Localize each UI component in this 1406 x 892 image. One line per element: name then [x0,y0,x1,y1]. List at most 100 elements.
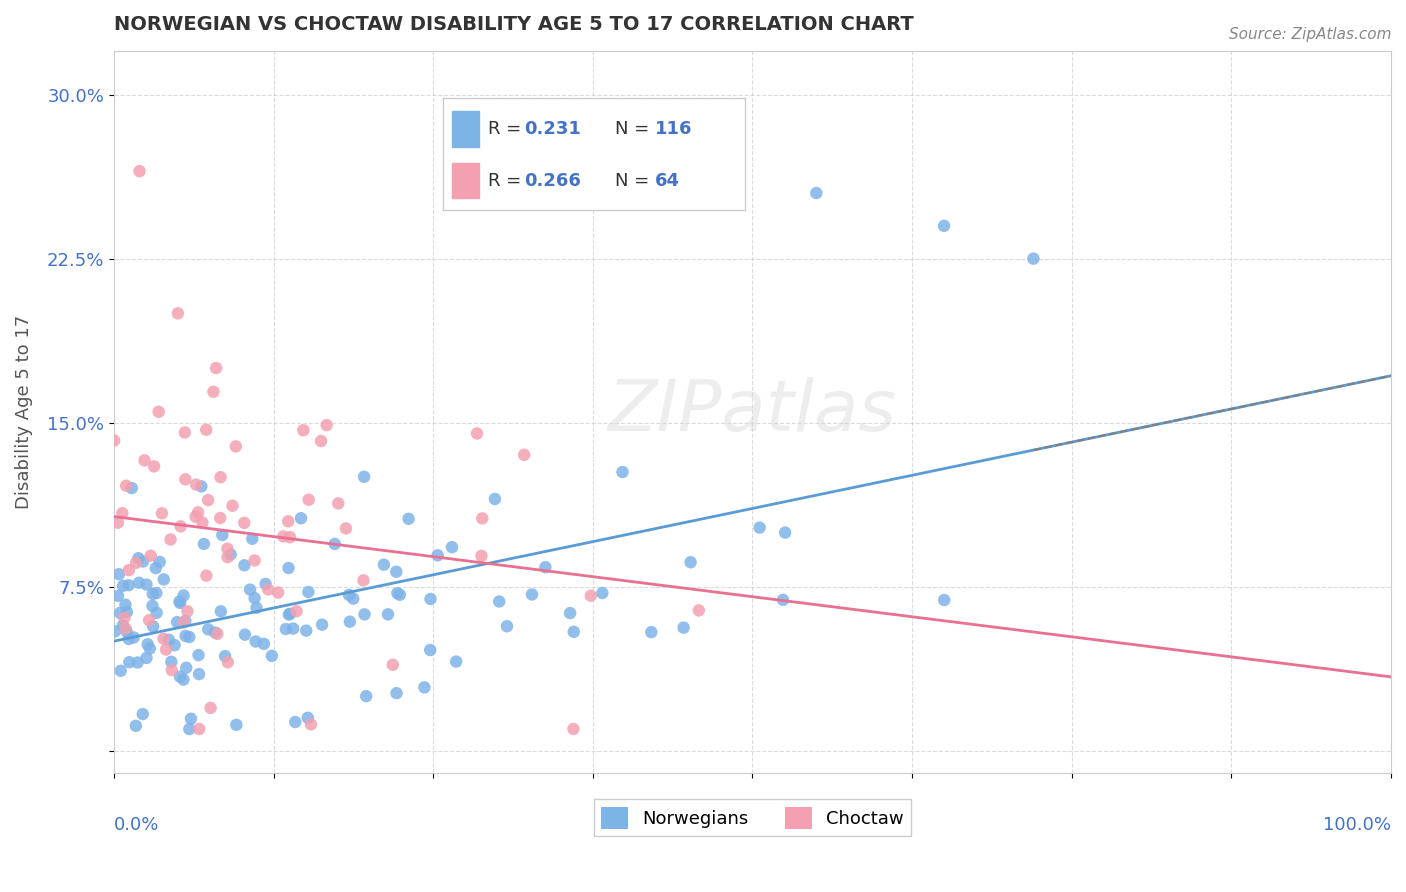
Point [470,549,492,563]
Point [298,492,321,507]
Point [111,506,134,520]
Point [207,627,229,641]
Text: 0.0%: 0.0% [114,816,159,834]
Point [184,509,207,524]
Point [103,434,125,448]
Point [328,496,350,510]
Point [591,586,613,600]
Point [245,600,267,615]
Point [558,606,581,620]
Text: ZIPatlas: ZIPatlas [607,377,897,446]
Point [174,472,197,486]
Point [353,469,375,483]
Point [772,592,794,607]
Point [187,648,209,662]
Point [579,589,602,603]
Point [114,611,136,625]
Point [143,459,166,474]
Point [173,425,195,440]
Point [217,655,239,669]
Point [373,558,395,572]
Point [166,306,188,320]
Point [197,493,219,508]
Point [204,625,226,640]
Point [612,465,634,479]
Point [150,506,173,520]
Point [142,587,165,601]
Point [353,607,375,622]
Point [205,361,228,376]
Point [157,632,180,647]
Point [295,624,318,638]
Point [159,533,181,547]
Point [285,604,308,618]
Point [139,641,162,656]
Point [342,591,364,606]
Point [520,587,543,601]
Point [257,582,280,597]
Point [155,642,177,657]
Point [187,505,209,519]
Point [353,574,375,588]
Point [127,551,149,566]
Point [243,553,266,567]
Point [385,565,408,579]
Point [170,519,193,533]
Point [111,618,134,632]
Point [132,706,155,721]
Point [134,453,156,467]
Point [179,722,201,736]
Point [115,605,138,619]
Point [125,556,148,570]
Point [315,418,337,433]
Point [169,596,191,610]
Text: R =: R = [488,120,527,138]
Point [465,426,488,441]
Point [118,578,141,592]
Point [115,624,138,639]
Point [108,606,131,620]
Point [217,541,239,556]
Point [179,630,201,644]
Point [934,593,956,607]
Point [253,637,276,651]
Point [267,585,290,599]
Point [135,577,157,591]
Point [773,525,796,540]
Point [195,568,218,582]
Point [176,604,198,618]
Text: N =: N = [616,171,655,190]
Point [672,621,695,635]
Point [107,516,129,530]
Point [118,655,141,669]
Point [160,655,183,669]
Point [278,607,301,621]
Point [377,607,399,622]
Point [688,603,710,617]
Point [277,514,299,528]
Point [354,689,377,703]
Point [323,537,346,551]
Point [195,423,218,437]
Point [284,714,307,729]
Point [496,619,519,633]
Point [534,560,557,574]
Point [309,434,332,448]
Point [174,629,197,643]
Point [152,632,174,646]
Point [640,625,662,640]
Point [748,520,770,534]
Point [122,631,145,645]
Point [188,667,211,681]
Point [484,491,506,506]
Text: R =: R = [488,171,527,190]
Legend: Norwegians, Choctaw: Norwegians, Choctaw [593,799,911,836]
Point [166,615,188,629]
Point [148,405,170,419]
Point [180,712,202,726]
Point [426,549,449,563]
Point [471,511,494,525]
Point [136,637,159,651]
Point [108,567,131,582]
Point [381,657,404,672]
